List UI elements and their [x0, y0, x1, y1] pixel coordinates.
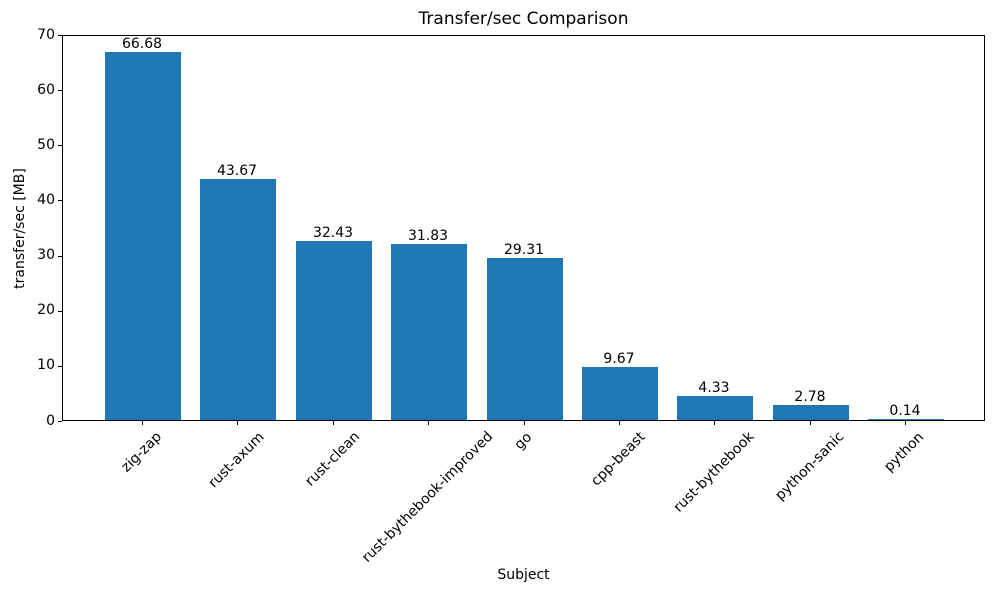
x-tick-mark: [237, 421, 238, 425]
x-tick-label: zig-zap: [118, 428, 165, 476]
x-tick-mark: [142, 421, 143, 425]
bar-rust-axum: [200, 179, 276, 420]
bar-value-label: 43.67: [216, 163, 258, 179]
x-tick-mark: [524, 421, 525, 425]
y-tick-mark: [58, 256, 62, 257]
y-tick-label: 50: [37, 137, 55, 153]
x-tick-label: rust-clean: [302, 428, 364, 490]
x-axis-label: Subject: [497, 567, 550, 583]
bar-python-sanic: [773, 405, 849, 420]
bar-cpp-beast: [582, 367, 658, 420]
y-tick-label: 0: [46, 413, 55, 429]
x-tick-label: rust-bythebook-improved: [359, 428, 497, 566]
x-tick-label: rust-axum: [205, 429, 268, 492]
x-tick-label: go: [511, 429, 536, 453]
y-tick-label: 40: [37, 192, 55, 208]
bar-value-label: 4.33: [698, 380, 730, 396]
chart-title: Transfer/sec Comparison: [418, 9, 629, 29]
x-tick-mark: [714, 421, 715, 425]
x-tick-label: cpp-beast: [588, 428, 649, 490]
x-tick-mark: [333, 421, 334, 425]
y-tick-mark: [58, 145, 62, 146]
y-tick-mark: [58, 421, 62, 422]
bar-go: [487, 258, 563, 420]
y-tick-mark: [58, 366, 62, 367]
x-tick-mark: [810, 421, 811, 425]
y-tick-mark: [58, 311, 62, 312]
x-tick-label: python-sanic: [772, 428, 848, 504]
bar-value-label: 31.83: [407, 228, 449, 244]
bar-rust-clean: [296, 241, 372, 420]
bar-rust-bythebook-improved: [391, 244, 467, 420]
bar-value-label: 9.67: [603, 351, 635, 367]
x-tick-mark: [428, 421, 429, 425]
y-tick-label: 30: [37, 247, 55, 263]
bar-value-label: 29.31: [503, 242, 545, 258]
bar-zig-zap: [105, 52, 181, 420]
bar-rust-bythebook: [677, 396, 753, 420]
bar-value-label: 2.78: [794, 389, 826, 405]
y-tick-mark: [58, 35, 62, 36]
bar-value-label: 66.68: [121, 36, 163, 52]
y-axis-label: transfer/sec [MB]: [11, 168, 28, 289]
y-tick-label: 20: [37, 302, 55, 318]
bar-value-label: 32.43: [312, 225, 354, 241]
y-tick-mark: [58, 90, 62, 91]
y-tick-label: 60: [37, 82, 55, 98]
y-tick-label: 10: [37, 357, 55, 373]
x-tick-mark: [905, 421, 906, 425]
x-tick-label: python: [881, 429, 928, 476]
y-tick-label: 70: [37, 27, 55, 43]
bar-python: [868, 419, 944, 420]
plot-area: [62, 35, 985, 421]
x-tick-label: rust-bythebook: [670, 428, 758, 516]
bar-value-label: 0.14: [889, 403, 921, 419]
x-tick-mark: [619, 421, 620, 425]
y-tick-mark: [58, 200, 62, 201]
